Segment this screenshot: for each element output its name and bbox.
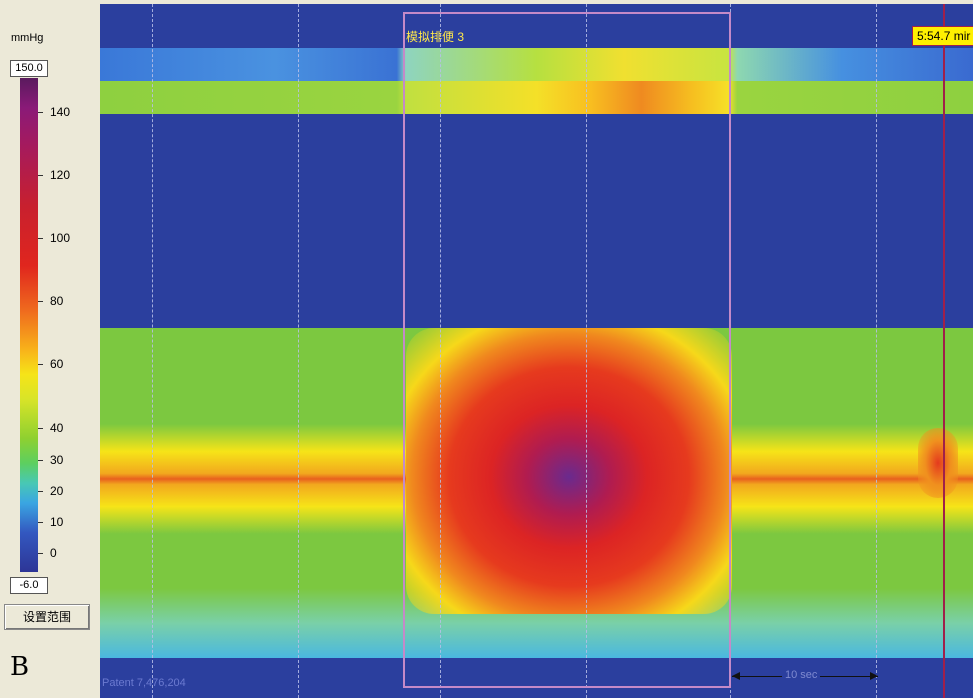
scale-tick [38,491,43,492]
min-range-field[interactable]: -6.0 [10,577,48,594]
scale-tick-label: 20 [50,484,64,498]
scale-tick [38,175,43,176]
set-range-button[interactable]: 设置范围 [4,604,90,630]
scale-tick [38,522,43,523]
event-label: 模拟排便 3 [406,30,465,44]
pressure-legend-panel: mmHg 150.0 140 120 100 80 60 40 30 20 10… [0,0,100,698]
time-scale-marker: 10 sec [732,668,878,684]
pressure-topography-plot[interactable]: 模拟排便 3 5:54.7 mir Patent 7,476,204 10 se… [100,4,973,698]
scale-tick-label: 120 [50,168,71,182]
scale-tick-label: 30 [50,453,64,467]
time-readout: 5:54.7 mir [912,26,973,46]
lower-sensor-band [100,658,973,698]
time-gridline [586,4,587,698]
scale-tick [38,460,43,461]
arrow-right-icon [870,672,878,680]
time-gridline [152,4,153,698]
panel-letter: B [10,652,30,682]
patent-label: Patent 7,476,204 [102,677,186,689]
time-gridline [876,4,877,698]
time-gridline [440,4,441,698]
color-scale-bar [20,78,38,572]
scale-tick [38,112,43,113]
max-range-field[interactable]: 150.0 [10,60,48,77]
pressure-spot-right [918,428,958,498]
upper-sensor-band [100,48,973,81]
scale-tick-label: 10 [50,515,64,529]
scale-tick-label: 40 [50,421,64,435]
time-gridline [298,4,299,698]
scale-tick-label: 0 [50,546,57,560]
upper-sensor-band-2 [100,81,973,114]
time-cursor-line[interactable] [943,4,945,698]
anal-canal-pressure-region [100,328,973,658]
scale-tick [38,238,43,239]
scale-tick-label: 60 [50,357,64,371]
scale-tick [38,553,43,554]
scale-tick-label: 80 [50,294,64,308]
arrow-left-icon [732,672,740,680]
high-pressure-region [406,328,732,614]
scale-tick [38,428,43,429]
scale-tick-label: 140 [50,105,71,119]
scale-tick [38,364,43,365]
scale-tick [38,301,43,302]
scale-tick-label: 100 [50,231,71,245]
event-selection-box[interactable] [403,12,731,688]
unit-label: mmHg [11,32,44,44]
scale-label: 10 sec [782,669,821,681]
